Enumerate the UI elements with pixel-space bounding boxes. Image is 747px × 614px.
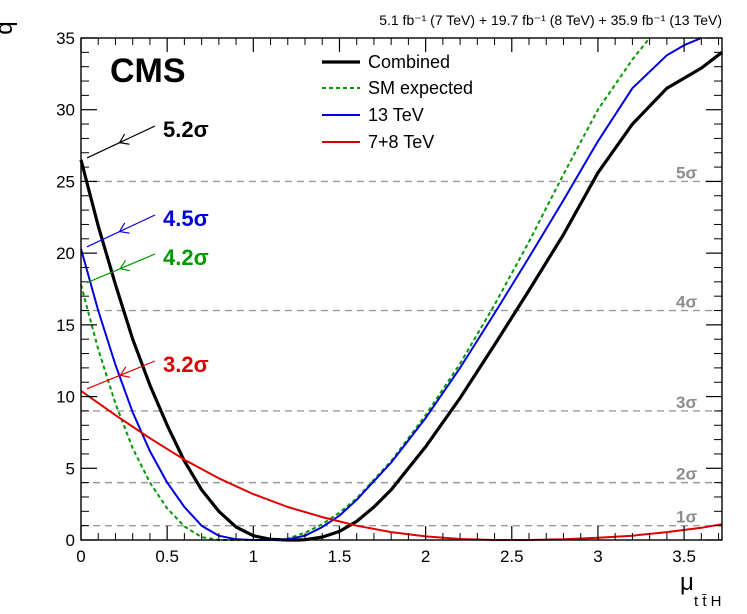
- significance-label-13-tev: 4.5σ: [163, 206, 209, 231]
- significance-arrow-line: [86, 214, 156, 248]
- reference-line-label: 4σ: [676, 293, 697, 312]
- x-axis-title: μ: [680, 569, 694, 596]
- significance-arrow-line: [86, 125, 156, 159]
- y-tick-label: 35: [56, 29, 75, 48]
- reference-line-label: 2σ: [676, 465, 697, 484]
- reference-line-label: 5σ: [676, 163, 697, 182]
- significance-label-combined: 5.2σ: [163, 117, 209, 142]
- y-tick-label: 30: [56, 101, 75, 120]
- series-line-combined: [79, 51, 723, 542]
- significance-label-sm-expected: 4.2σ: [163, 245, 209, 270]
- x-tick-label: 3: [593, 547, 602, 566]
- x-tick-label: 0.5: [155, 547, 179, 566]
- plot-frame: [80, 37, 723, 541]
- axes-layer: 0 0.5 1 1.5 2 2.5 3 3.5 0 5 10 15 20 25 30 35: [56, 29, 723, 566]
- legend: Combined SM expected 13 TeV 7+8 TeV: [322, 52, 473, 152]
- legend-label: Combined: [368, 52, 450, 72]
- significance-label-7-8-tev: 3.2σ: [163, 352, 209, 377]
- experiment-label: CMS: [110, 52, 186, 90]
- reference-line-label: 1σ: [676, 508, 697, 527]
- y-tick-label: 10: [56, 388, 75, 407]
- x-tick-label: 1: [249, 547, 258, 566]
- x-axis-subscript: t t̄ H: [694, 593, 722, 610]
- x-tick-label: 3.5: [672, 547, 696, 566]
- y-tick-label: 0: [66, 531, 75, 550]
- x-tick-label: 2.5: [500, 547, 524, 566]
- significance-arrow-head: [118, 133, 130, 145]
- luminosity-label: 5.1 fb⁻¹ (7 TeV) + 19.7 fb⁻¹ (8 TeV) + 3…: [379, 12, 722, 28]
- y-axis-title: q: [0, 21, 18, 34]
- reference-line-label: 3σ: [676, 393, 697, 412]
- reference-lines-layer: 1σ 2σ 3σ 4σ 5σ: [81, 163, 722, 527]
- y-tick-label: 15: [56, 316, 75, 335]
- legend-label: SM expected: [368, 78, 473, 98]
- significance-arrow-head: [119, 366, 131, 378]
- y-tick-label: 25: [56, 172, 75, 191]
- significance-arrow-head: [118, 222, 130, 234]
- legend-label: 13 TeV: [368, 105, 424, 125]
- legend-label: 7+8 TeV: [368, 132, 434, 152]
- x-tick-label: 0: [76, 547, 85, 566]
- annotations-layer: 5.2σ 4.5σ 4.2σ 3.2σ: [86, 117, 209, 390]
- y-tick-label: 20: [56, 244, 75, 263]
- y-tick-label: 5: [66, 459, 75, 478]
- x-tick-label: 1.5: [328, 547, 352, 566]
- significance-arrow-head: [119, 259, 131, 272]
- x-tick-label: 2: [421, 547, 430, 566]
